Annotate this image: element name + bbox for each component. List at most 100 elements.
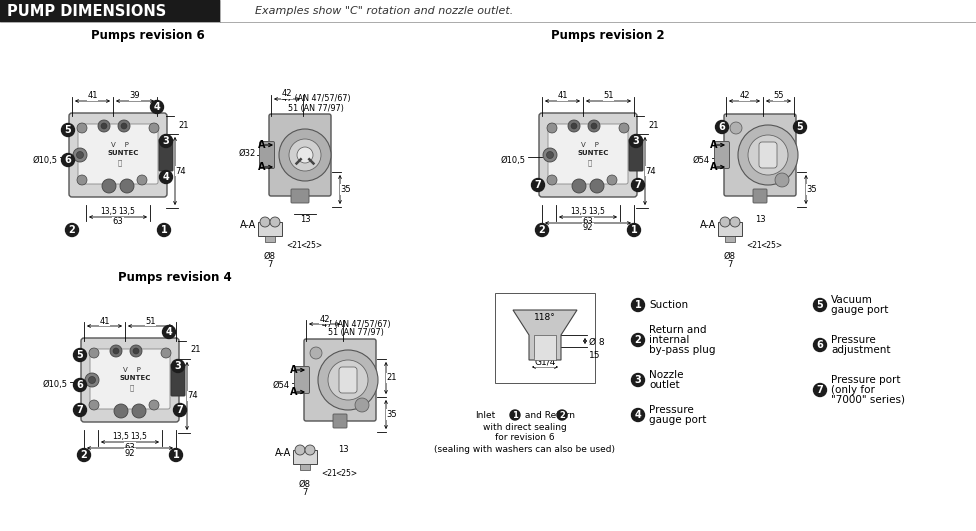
Circle shape [260, 217, 270, 227]
Polygon shape [513, 310, 577, 360]
Text: 21: 21 [648, 121, 659, 130]
Text: 13: 13 [754, 216, 765, 225]
Text: 4: 4 [163, 172, 170, 182]
Text: 35: 35 [807, 185, 817, 194]
Text: 6: 6 [77, 380, 83, 390]
Text: A: A [711, 162, 717, 172]
Text: 63: 63 [125, 442, 136, 451]
Text: 5: 5 [77, 350, 83, 360]
Text: Ø 8: Ø 8 [589, 338, 604, 347]
Circle shape [102, 179, 116, 193]
Text: 4: 4 [166, 327, 173, 337]
Circle shape [289, 139, 321, 171]
Text: <25>: <25> [335, 469, 357, 478]
Circle shape [77, 123, 87, 133]
Circle shape [114, 404, 128, 418]
Circle shape [793, 121, 806, 133]
Circle shape [77, 449, 91, 461]
Text: Ø54: Ø54 [273, 381, 290, 390]
Circle shape [132, 404, 146, 418]
Text: SUNTEC: SUNTEC [107, 150, 139, 156]
Circle shape [318, 350, 378, 410]
Text: 51: 51 [603, 91, 614, 100]
Text: for revision 6: for revision 6 [495, 433, 554, 442]
Circle shape [730, 217, 740, 227]
Circle shape [270, 217, 280, 227]
Text: A-A: A-A [240, 220, 256, 230]
Circle shape [720, 217, 730, 227]
FancyBboxPatch shape [548, 124, 628, 184]
Circle shape [328, 360, 368, 400]
Text: Ø10,5: Ø10,5 [43, 381, 68, 390]
Text: <25>: <25> [300, 242, 322, 251]
Text: 2: 2 [81, 450, 88, 460]
Bar [534, 335, 556, 360]
FancyBboxPatch shape [171, 364, 185, 396]
Text: 35: 35 [341, 185, 351, 194]
Text: A: A [290, 387, 298, 397]
Circle shape [137, 175, 147, 185]
Text: 1: 1 [634, 300, 641, 310]
Circle shape [89, 348, 99, 358]
Text: 42: 42 [282, 90, 292, 98]
Circle shape [310, 347, 322, 359]
Circle shape [73, 148, 87, 162]
Circle shape [149, 400, 159, 410]
Text: SUNTEC: SUNTEC [578, 150, 609, 156]
Text: 6: 6 [817, 340, 824, 350]
Circle shape [162, 326, 176, 338]
Text: 7: 7 [535, 180, 542, 190]
Text: 92: 92 [125, 449, 136, 458]
Text: SUNTEC: SUNTEC [119, 375, 150, 381]
Text: 7: 7 [727, 260, 733, 269]
Circle shape [98, 120, 110, 132]
FancyBboxPatch shape [69, 113, 167, 197]
Text: Nozzle: Nozzle [649, 370, 683, 380]
Text: Pressure: Pressure [649, 405, 694, 415]
Text: 7: 7 [177, 405, 183, 415]
Text: 74: 74 [187, 391, 198, 400]
Bar [258, 222, 282, 236]
Text: Inlet: Inlet [474, 410, 495, 419]
Text: 2: 2 [634, 335, 641, 345]
Circle shape [536, 224, 549, 236]
Text: 4: 4 [634, 410, 641, 420]
Text: V    P: V P [123, 367, 141, 373]
Text: PUMP DIMENSIONS: PUMP DIMENSIONS [7, 4, 166, 19]
Text: 2: 2 [539, 225, 546, 235]
Bar [725, 236, 735, 242]
Circle shape [619, 123, 629, 133]
Text: Pressure port: Pressure port [831, 375, 901, 385]
Circle shape [295, 445, 305, 455]
Text: 47 (AN 47/57/67): 47 (AN 47/57/67) [322, 320, 390, 329]
Text: 13,5: 13,5 [589, 207, 605, 216]
Text: A-A: A-A [275, 448, 291, 458]
Text: 13,5: 13,5 [131, 432, 147, 441]
Circle shape [571, 123, 577, 129]
Text: A: A [259, 140, 265, 150]
Text: Ø8: Ø8 [299, 480, 311, 489]
FancyBboxPatch shape [753, 189, 767, 203]
Text: V    P: V P [111, 142, 129, 148]
FancyBboxPatch shape [159, 139, 173, 171]
Circle shape [61, 153, 74, 167]
Circle shape [591, 123, 597, 129]
Text: Ø54: Ø54 [693, 156, 710, 165]
Text: 7: 7 [634, 180, 641, 190]
Text: by-pass plug: by-pass plug [649, 345, 715, 355]
FancyBboxPatch shape [295, 366, 309, 393]
Text: 6: 6 [64, 155, 71, 165]
Circle shape [159, 134, 173, 148]
Circle shape [174, 404, 186, 416]
Circle shape [85, 373, 99, 387]
Circle shape [631, 408, 644, 422]
Text: 13,5: 13,5 [118, 207, 136, 216]
Text: 🔥: 🔥 [588, 160, 592, 166]
Text: 5: 5 [64, 125, 71, 135]
Circle shape [118, 120, 130, 132]
Circle shape [279, 129, 331, 181]
Text: 7: 7 [817, 385, 824, 395]
Circle shape [110, 345, 122, 357]
FancyBboxPatch shape [539, 113, 637, 197]
Text: (sealing with washers can also be used): (sealing with washers can also be used) [434, 444, 616, 453]
